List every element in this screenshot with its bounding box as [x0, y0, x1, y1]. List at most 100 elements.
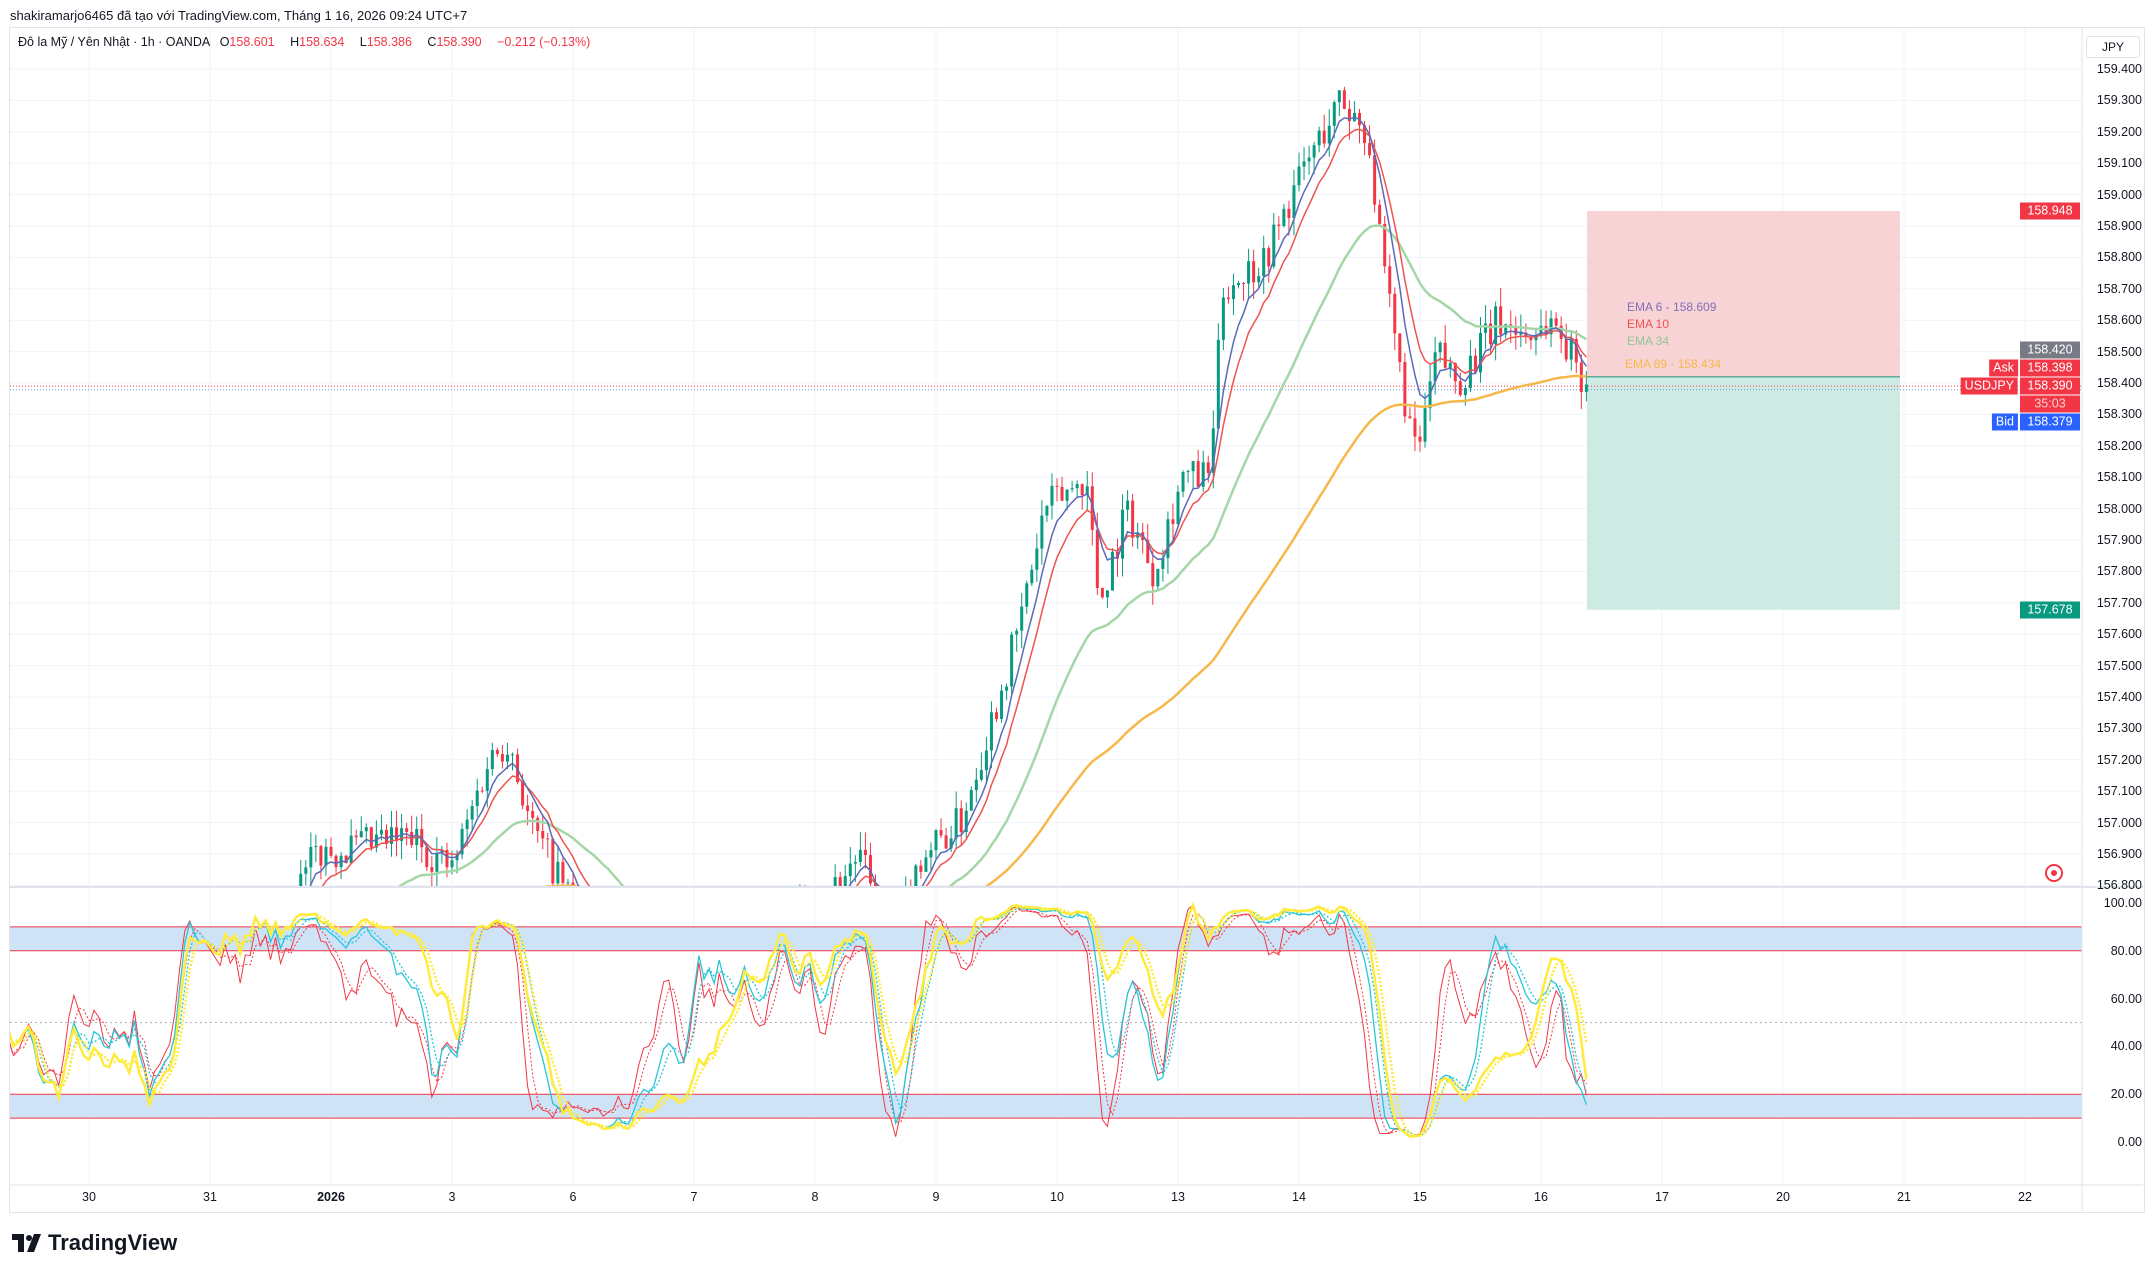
- candle-body: [113, 1049, 116, 1051]
- stoch-fast-signal-line: [10, 908, 1587, 1136]
- candle-body: [924, 857, 928, 872]
- candle-body: [1327, 125, 1331, 144]
- candle-body: [909, 894, 912, 907]
- candle-body: [1171, 519, 1175, 524]
- candle-body: [1176, 491, 1180, 524]
- candle-body: [1484, 323, 1488, 333]
- candle-body: [682, 972, 685, 978]
- candle-body: [1050, 485, 1054, 506]
- time-axis-label: 8: [811, 1190, 819, 1204]
- time-axis-label: 2026: [317, 1190, 345, 1204]
- candle-body: [521, 782, 525, 806]
- price-axis-label: 157.500: [2096, 658, 2142, 673]
- candle-body: [959, 808, 963, 833]
- time-axis-label: 15: [1413, 1190, 1427, 1204]
- candle-body: [1378, 204, 1382, 224]
- candle-body: [1030, 569, 1034, 584]
- candle-body: [582, 917, 585, 918]
- symbol-name[interactable]: Đô la Mỹ / Yên Nhật · 1h · OANDA: [18, 35, 211, 49]
- candle-body: [667, 955, 670, 970]
- candle-body: [1181, 472, 1185, 492]
- candle-body: [1060, 486, 1064, 501]
- candle-body: [1161, 558, 1165, 569]
- candle-body: [1257, 276, 1261, 283]
- candle-body: [984, 750, 988, 771]
- candle-body: [1539, 325, 1543, 336]
- candle-body: [57, 1070, 60, 1072]
- candle-body: [1121, 509, 1125, 559]
- candle-body: [198, 1020, 201, 1033]
- candle-body: [511, 754, 514, 756]
- candle-body: [234, 974, 237, 1007]
- candle-body: [1000, 690, 1004, 719]
- candle-body: [954, 808, 958, 839]
- candle-body: [1247, 261, 1251, 284]
- price-axis-label: 158.000: [2096, 501, 2142, 516]
- candle-body: [677, 973, 680, 978]
- oscillator-axis-label: 60.00: [2110, 991, 2142, 1006]
- candle-body: [1433, 352, 1437, 382]
- candle-body: [1010, 634, 1014, 687]
- candle-body: [450, 860, 454, 868]
- candle-body: [587, 917, 590, 919]
- candle-body: [1211, 428, 1215, 473]
- candle-body: [1549, 318, 1553, 335]
- time-axis-label: 14: [1292, 1190, 1306, 1204]
- candle-body: [440, 849, 444, 854]
- candle-body: [490, 750, 494, 770]
- candle-body: [929, 850, 933, 858]
- candle-body: [904, 894, 907, 908]
- price-axis-label: 159.100: [2096, 156, 2142, 171]
- candle-body: [475, 790, 479, 807]
- scroll-to-realtime-icon[interactable]: [2045, 864, 2063, 882]
- candle-body: [1499, 306, 1503, 335]
- candle-body: [1206, 462, 1210, 473]
- price-axis-label: 158.500: [2096, 344, 2142, 359]
- candle-body: [1252, 261, 1256, 283]
- tradingview-logo[interactable]: TradingView: [12, 1230, 177, 1256]
- candle-body: [939, 830, 943, 836]
- time-axis-label: 20: [1776, 1190, 1790, 1204]
- candle-body: [964, 810, 968, 833]
- price-axis-label: 159.200: [2096, 124, 2142, 139]
- candle-body: [1403, 362, 1407, 417]
- candle-body: [329, 846, 333, 856]
- candle-body: [1156, 568, 1160, 587]
- candle-body: [531, 811, 535, 818]
- candle-body: [637, 963, 640, 970]
- candle-body: [803, 898, 806, 905]
- candle-body: [1479, 332, 1482, 373]
- candle-body: [783, 909, 786, 923]
- candle-body: [1110, 551, 1114, 591]
- oscillator-axis-label: 40.00: [2110, 1039, 2142, 1054]
- candle-body: [848, 863, 852, 877]
- candle-body: [566, 882, 570, 884]
- candle-body: [7, 1046, 10, 1055]
- price-axis-label: 158.600: [2096, 313, 2142, 328]
- candle-body: [1020, 606, 1024, 631]
- candle-body: [183, 1032, 186, 1034]
- open-prefix: O: [219, 35, 230, 49]
- candle-body: [384, 829, 388, 845]
- logo-text: TradingView: [48, 1230, 178, 1255]
- candle-body: [1413, 418, 1417, 437]
- candle-body: [1272, 224, 1276, 267]
- price-axis-label: 158.800: [2096, 250, 2142, 265]
- close-value: 158.390: [436, 35, 482, 49]
- candle-body: [344, 855, 348, 864]
- candle-body: [480, 790, 484, 792]
- oscillator-axis-label: 0.00: [2117, 1135, 2142, 1149]
- candle-body: [1131, 500, 1135, 538]
- candle-body: [1458, 381, 1462, 396]
- candle-body: [309, 846, 313, 868]
- candle-body: [1025, 583, 1029, 607]
- candle-body: [617, 972, 620, 974]
- candle-body: [526, 805, 530, 812]
- candle-body: [1231, 285, 1235, 300]
- candle-body: [1534, 335, 1538, 341]
- candle-body: [1584, 384, 1588, 392]
- candle-body: [1100, 588, 1104, 598]
- candle-body: [989, 712, 993, 751]
- currency-button[interactable]: JPY: [2086, 36, 2140, 58]
